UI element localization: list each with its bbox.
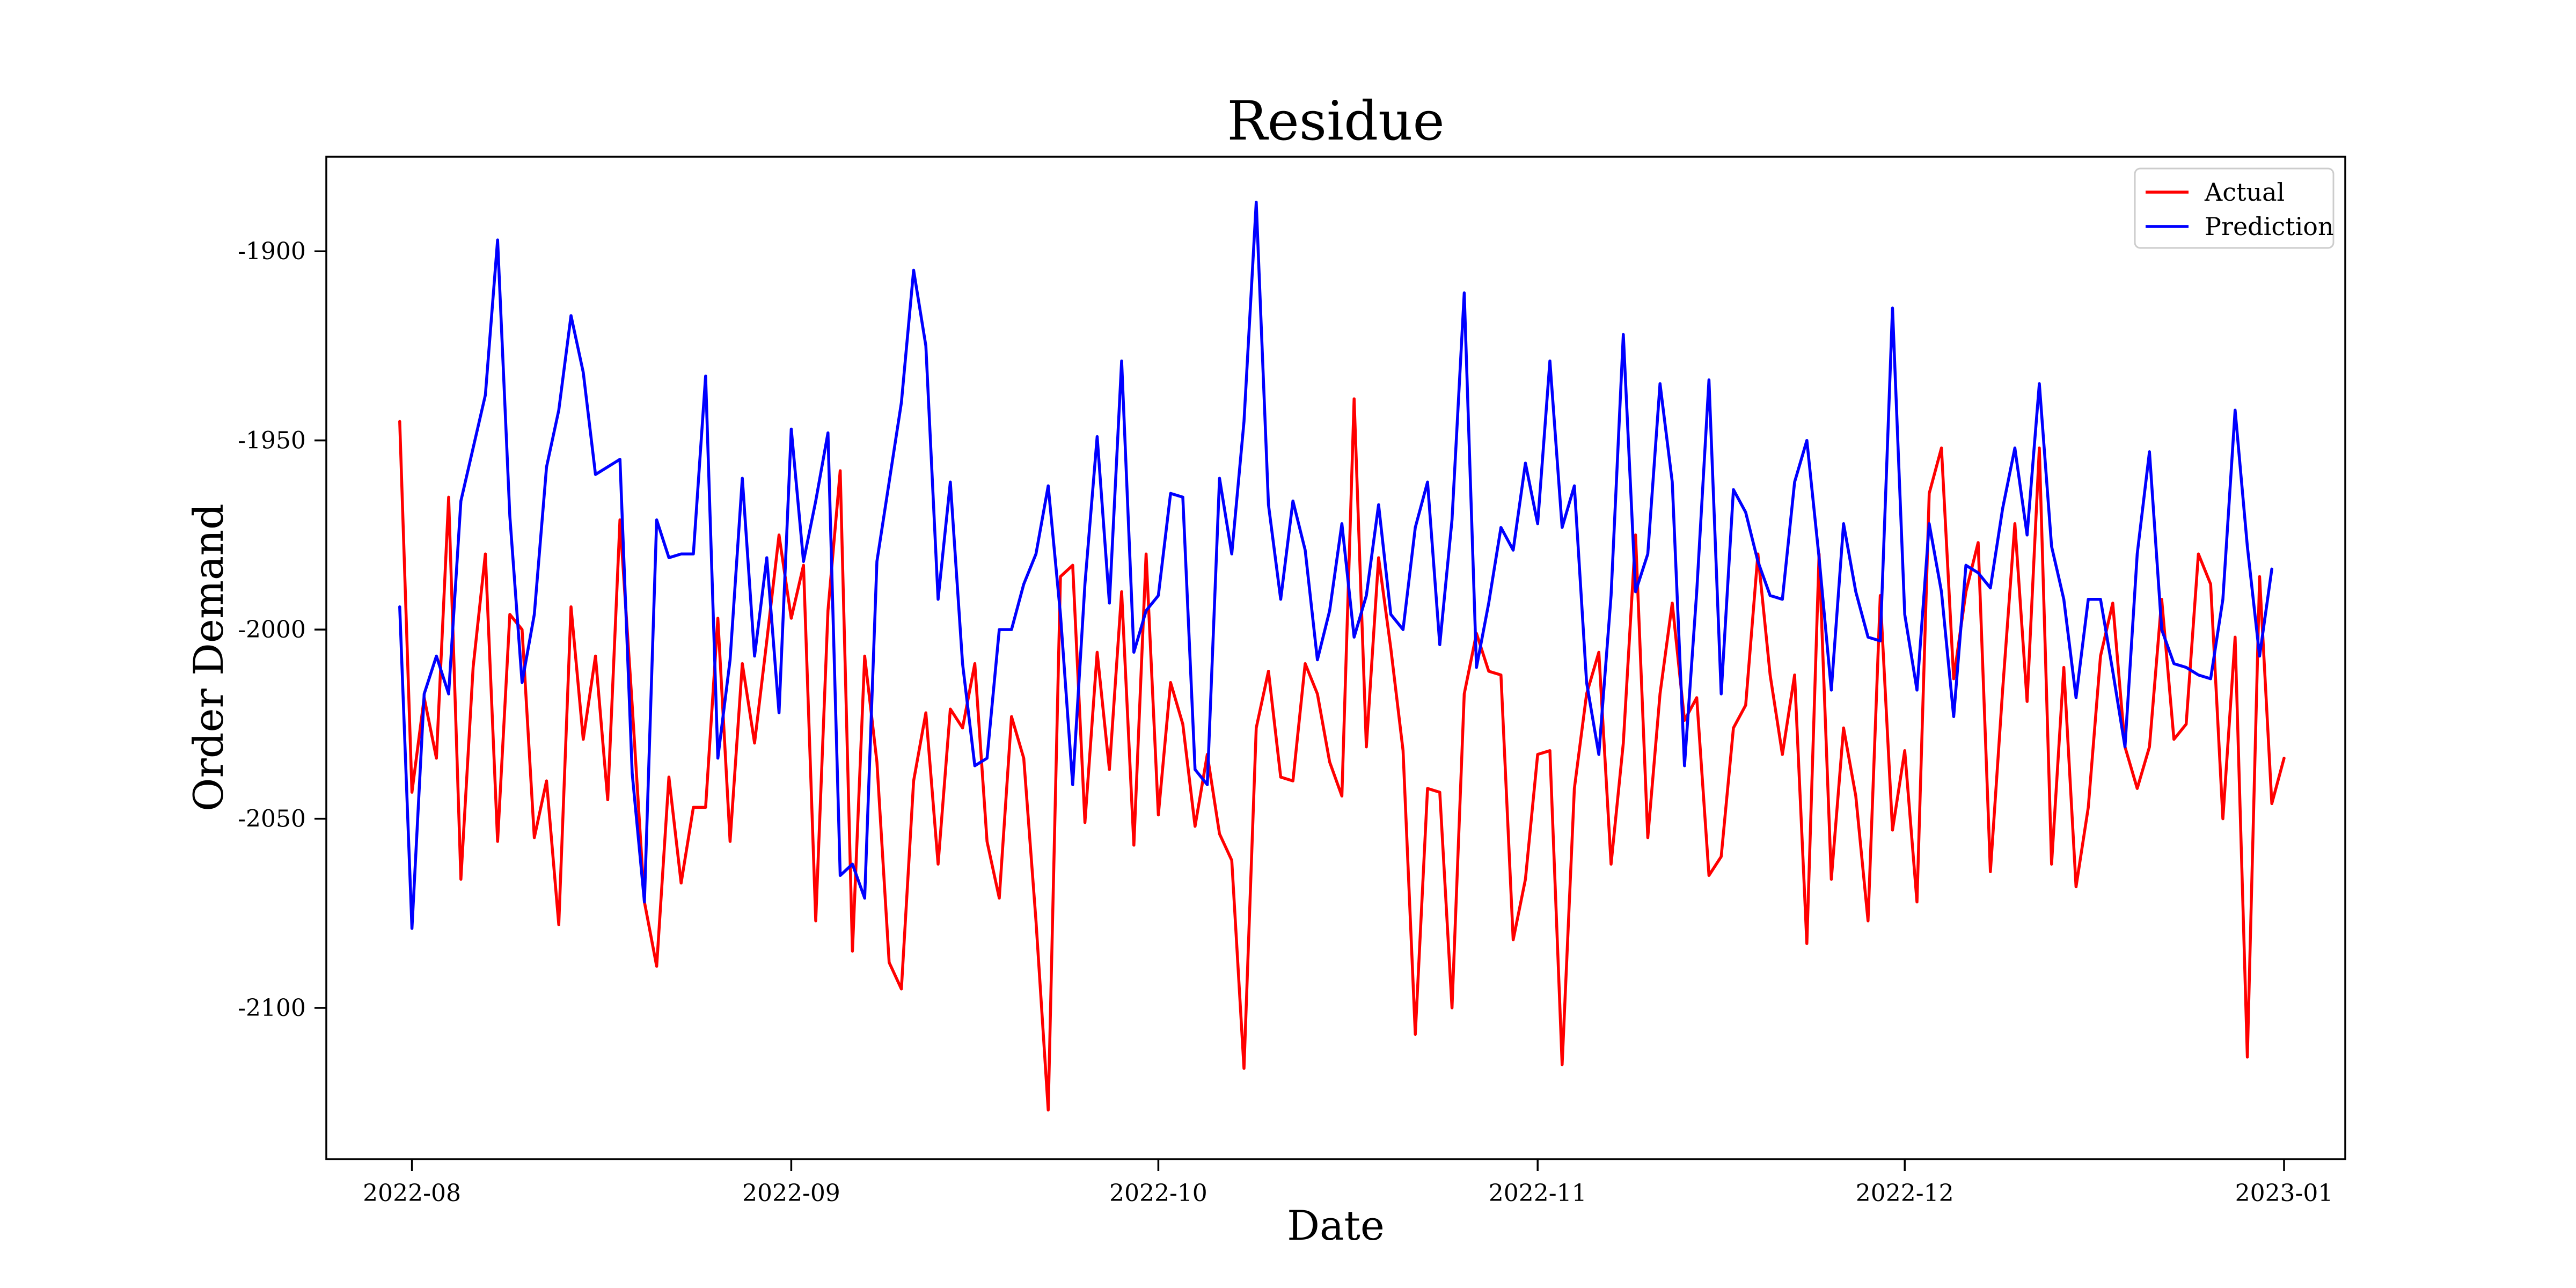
y-tick-label: -1950: [238, 427, 306, 455]
y-axis: -1900 -1950 -2000 -2050 -2100: [238, 238, 326, 1022]
x-tick-label: 2023-01: [2235, 1180, 2333, 1207]
x-tick-label: 2022-12: [1856, 1180, 1954, 1207]
x-tick-label: 2022-09: [742, 1180, 840, 1207]
series-line-prediction: [398, 200, 2273, 930]
x-tick-label: 2022-10: [1109, 1180, 1208, 1207]
plot-frame: [325, 156, 2346, 1160]
series-group: [398, 200, 2286, 1112]
x-axis: 2022-08 2022-09 2022-10 2022-11 2022-12 2023-…: [363, 1159, 2333, 1207]
legend: Actual Prediction: [2134, 167, 2334, 249]
y-tick-label: -1900: [238, 238, 306, 265]
chart-title: Residue: [1227, 90, 1444, 152]
series-line-actual: [398, 397, 2286, 1112]
y-tick-label: -2000: [238, 616, 306, 643]
x-tick-label: 2022-08: [363, 1180, 461, 1207]
y-axis-label: Order Demand: [185, 503, 232, 811]
legend-box: [2134, 167, 2334, 249]
y-tick-label: -2050: [238, 806, 306, 833]
legend-label-actual: Actual: [2204, 178, 2285, 207]
x-tick-label: 2022-11: [1489, 1180, 1587, 1207]
y-tick-label: -2100: [238, 994, 306, 1022]
x-axis-label: Date: [1287, 1202, 1385, 1249]
legend-label-prediction: Prediction: [2205, 212, 2334, 241]
